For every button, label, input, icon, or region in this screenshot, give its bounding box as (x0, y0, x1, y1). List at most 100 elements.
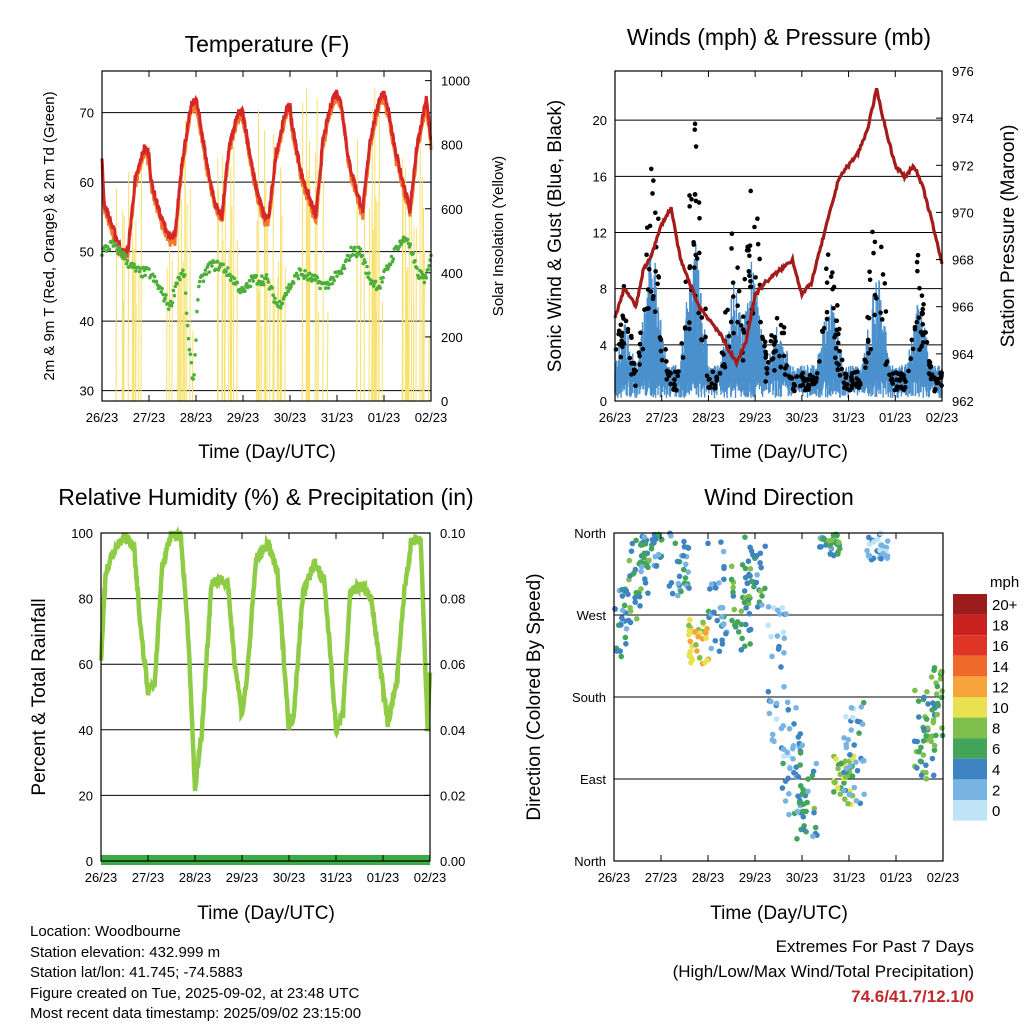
legend-label: 0 (992, 803, 1000, 820)
gust-point (651, 297, 656, 302)
gust-point (731, 294, 736, 299)
direction-point (934, 691, 940, 697)
direction-point (711, 609, 717, 615)
direction-point (836, 540, 842, 546)
direction-point (843, 714, 849, 720)
gust-point (933, 377, 938, 382)
gust-point (800, 383, 805, 388)
gust-point (870, 230, 875, 235)
gust-point (679, 341, 684, 346)
direction-point (801, 827, 807, 833)
direction-point (912, 688, 918, 694)
temperature-xlabel: Time (Day/UTC) (198, 442, 336, 463)
gust-point (729, 246, 734, 251)
y-tick-label: North (574, 854, 606, 869)
x-tick-label: 30/23 (786, 870, 819, 885)
gust-point (836, 367, 841, 372)
direction-point (694, 648, 700, 654)
y2-tick-label: 400 (441, 266, 463, 281)
gust-point (799, 373, 804, 378)
direction-point (686, 632, 692, 638)
gust-point (617, 328, 622, 333)
direction-point (638, 569, 644, 575)
x-tick-label: 26/23 (86, 410, 119, 425)
direction-point (730, 585, 736, 591)
gust-point (632, 361, 637, 366)
direction-point (719, 637, 725, 643)
gust-point (866, 351, 871, 356)
direction-point (676, 581, 682, 587)
dewpoint-point (415, 266, 419, 270)
legend-swatch (953, 718, 987, 739)
direction-point (623, 635, 629, 641)
direction-point (739, 608, 745, 614)
temperature-title: Temperature (F) (185, 31, 350, 57)
direction-point (835, 766, 841, 772)
direction-point (930, 700, 936, 706)
dewpoint-point (406, 238, 410, 242)
gust-point (748, 189, 753, 194)
gust-point (638, 331, 643, 336)
direction-point (885, 538, 891, 544)
direction-point (618, 622, 624, 628)
dewpoint-point (359, 247, 363, 251)
legend-label: 4 (992, 762, 1000, 779)
gust-point (834, 318, 839, 323)
direction-point (867, 553, 873, 559)
gust-point (731, 280, 736, 285)
direction-point (848, 727, 854, 733)
gust-point (865, 315, 870, 320)
legend-label: 14 (992, 659, 1009, 676)
direction-point (686, 585, 692, 591)
gust-point (911, 347, 916, 352)
extremes-values: 74.6/41.7/12.1/0 (673, 984, 974, 1009)
y-tick-label: 0 (600, 394, 607, 409)
gust-point (837, 349, 842, 354)
direction-point (627, 605, 633, 611)
direction-point (776, 646, 782, 652)
direction-point (919, 773, 925, 779)
dewpoint-point (195, 310, 199, 314)
dewpoint-point (193, 353, 197, 357)
gust-point (649, 167, 654, 172)
direction-point (721, 549, 727, 555)
y2-tick-label: 0.08 (440, 592, 465, 607)
y-tick-label: 60 (79, 657, 93, 672)
direction-point (918, 758, 924, 764)
gust-point (854, 376, 859, 381)
direction-point (921, 738, 927, 744)
extremes-title: Extremes For Past 7 Days (673, 934, 974, 959)
direction-point (799, 742, 805, 748)
gust-point (914, 320, 919, 325)
x-tick-label: 02/23 (415, 410, 448, 425)
y2-tick-label: 0.02 (440, 788, 465, 803)
y-tick-label: 20 (79, 788, 93, 803)
direction-point (732, 622, 738, 628)
gust-point (921, 340, 926, 345)
gust-point (648, 224, 653, 229)
gust-point (712, 386, 717, 391)
direction-point (787, 766, 793, 772)
direction-point (649, 546, 655, 552)
direction-point (693, 642, 699, 648)
gust-point (850, 377, 855, 382)
legend-swatch (953, 779, 987, 800)
gust-point (806, 387, 811, 392)
x-tick-label: 29/23 (226, 870, 259, 885)
gust-point (840, 358, 845, 363)
gust-point (691, 240, 696, 245)
gust-point (626, 329, 631, 334)
direction-point (929, 674, 935, 680)
dewpoint-point (248, 279, 252, 283)
direction-point (681, 539, 687, 545)
direction-point (828, 551, 834, 557)
gust-point (902, 387, 907, 392)
direction-point (935, 684, 941, 690)
gust-point (742, 277, 747, 282)
gust-point (618, 355, 623, 360)
gust-point (920, 311, 925, 316)
gust-point (664, 359, 669, 364)
dewpoint-point (378, 286, 382, 290)
direction-point (810, 833, 816, 839)
y-tick-label: 12 (593, 225, 607, 240)
